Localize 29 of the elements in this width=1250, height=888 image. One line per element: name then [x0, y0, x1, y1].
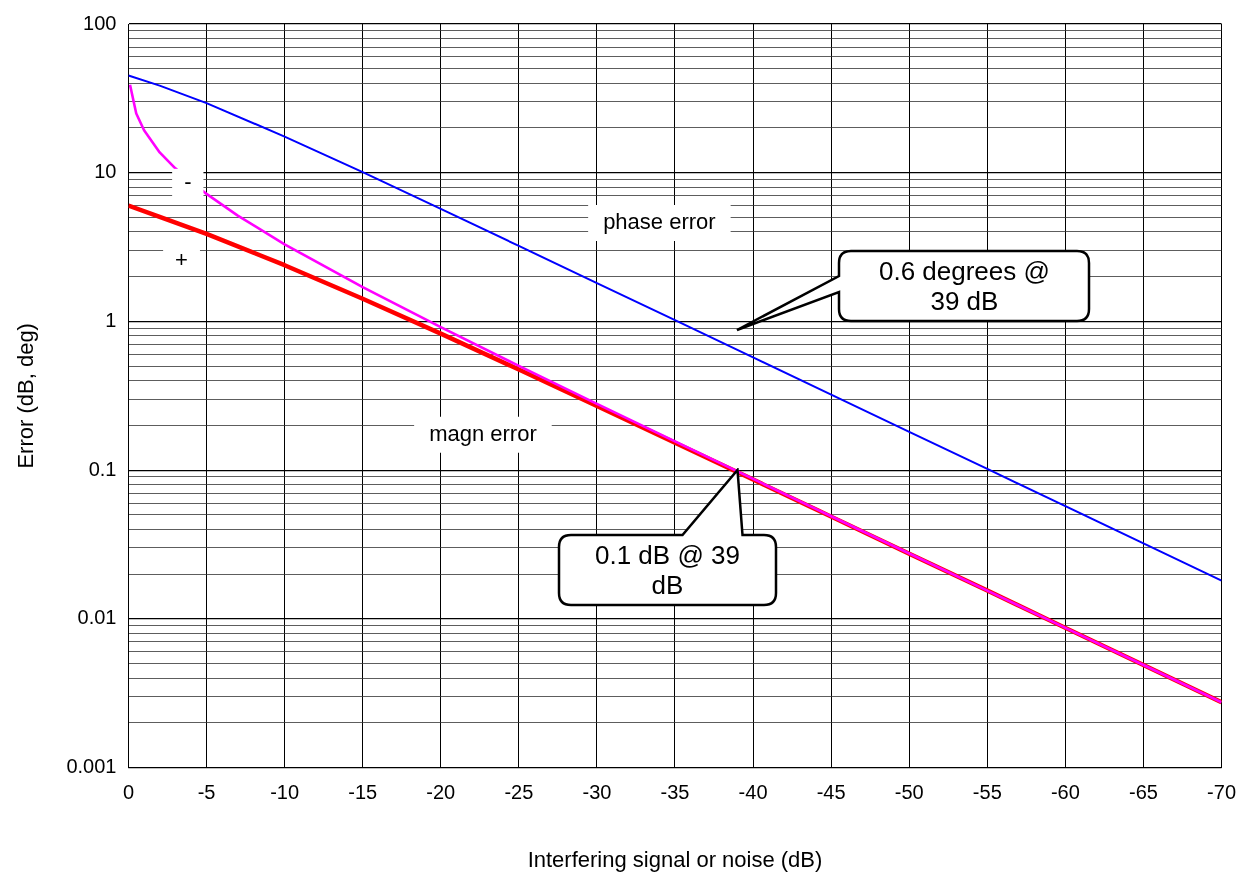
annotation: magn error	[429, 420, 537, 446]
x-tick-label: -40	[738, 781, 768, 804]
y-tick-label: 10	[94, 160, 117, 183]
x-tick-label: -60	[1050, 781, 1080, 804]
x-tick-label: -25	[504, 781, 534, 804]
x-tick-label: -45	[816, 781, 846, 804]
x-tick-label: -30	[582, 781, 612, 804]
y-tick-label: 0.1	[88, 457, 117, 480]
annotation: 0.1 dB @ 39 dB	[594, 539, 741, 603]
x-tick-label: -5	[197, 781, 216, 804]
series-label: -	[184, 168, 192, 194]
x-axis-title: Interfering signal or noise (dB)	[527, 846, 823, 872]
x-tick-label: -65	[1129, 781, 1158, 804]
x-tick-label: -70	[1207, 781, 1236, 804]
y-tick-label: 0.01	[77, 606, 117, 629]
x-tick-label: -50	[894, 781, 924, 804]
y-tick-label: 100	[83, 11, 117, 34]
series-label: +	[175, 246, 188, 272]
x-tick-label: 0	[122, 781, 135, 804]
x-tick-label: -35	[660, 781, 690, 804]
x-tick-label: -20	[426, 781, 456, 804]
y-tick-label: 0.001	[66, 755, 117, 778]
text: phase error	[603, 208, 716, 234]
y-axis-title: Error (dB, deg)	[13, 323, 39, 469]
y-tick-label: 1	[105, 308, 117, 331]
annotation: 0.6 degrees @ 39 dB	[877, 254, 1051, 318]
x-tick-label: -55	[972, 781, 1002, 804]
x-tick-label: -15	[348, 781, 378, 804]
x-tick-label: -10	[270, 781, 300, 804]
